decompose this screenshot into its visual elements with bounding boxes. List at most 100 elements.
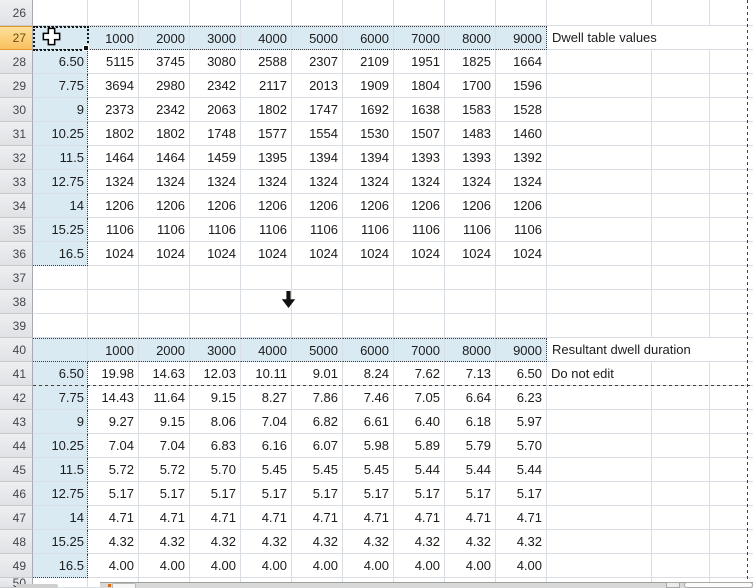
- cell[interactable]: [343, 290, 394, 314]
- cell[interactable]: 4.00: [343, 554, 394, 578]
- cell[interactable]: 1804: [394, 74, 445, 98]
- row-header-35[interactable]: 35: [0, 218, 33, 242]
- cell[interactable]: [33, 314, 88, 338]
- cell[interactable]: 1324: [241, 170, 292, 194]
- cell[interactable]: 1024: [343, 242, 394, 266]
- cell[interactable]: 6.40: [394, 410, 445, 434]
- cell[interactable]: 5.45: [292, 458, 343, 482]
- cell[interactable]: 1024: [496, 242, 547, 266]
- cell[interactable]: 1700: [445, 74, 496, 98]
- row-header-29[interactable]: 29: [0, 74, 33, 98]
- cell[interactable]: 4.32: [445, 530, 496, 554]
- table-caption[interactable]: Resultant dwell duration: [547, 338, 753, 362]
- cell[interactable]: 1528: [496, 98, 547, 122]
- cell[interactable]: 1909: [343, 74, 394, 98]
- cell[interactable]: 1106: [343, 218, 394, 242]
- column-header-cell[interactable]: 2000: [139, 338, 190, 362]
- cell[interactable]: 3694: [88, 74, 139, 98]
- cell[interactable]: [241, 0, 292, 26]
- cell[interactable]: [652, 290, 710, 314]
- cell[interactable]: 2109: [343, 50, 394, 74]
- column-header-cell[interactable]: 1000: [88, 26, 139, 50]
- cell[interactable]: 6.18: [445, 410, 496, 434]
- cell[interactable]: [710, 314, 753, 338]
- cell[interactable]: 4.32: [88, 530, 139, 554]
- cell[interactable]: [710, 194, 753, 218]
- cell[interactable]: 4.32: [139, 530, 190, 554]
- table-note[interactable]: [547, 506, 652, 530]
- cell[interactable]: 4.71: [496, 506, 547, 530]
- cell[interactable]: [496, 314, 547, 338]
- cell[interactable]: 1024: [190, 242, 241, 266]
- cell[interactable]: 5.17: [241, 482, 292, 506]
- cell[interactable]: 14.43: [88, 386, 139, 410]
- cell[interactable]: 2117: [241, 74, 292, 98]
- cell[interactable]: 1206: [343, 194, 394, 218]
- cell[interactable]: 1206: [292, 194, 343, 218]
- cell[interactable]: 5.17: [292, 482, 343, 506]
- row-header-43[interactable]: 43: [0, 410, 33, 434]
- column-header-cell[interactable]: 2000: [139, 26, 190, 50]
- column-header-cell[interactable]: 9000: [496, 338, 547, 362]
- cell[interactable]: 7.04: [139, 434, 190, 458]
- cell[interactable]: 5.17: [88, 482, 139, 506]
- cell[interactable]: 2013: [292, 74, 343, 98]
- cell[interactable]: [241, 266, 292, 290]
- cell[interactable]: 1324: [190, 170, 241, 194]
- cell[interactable]: 1802: [88, 122, 139, 146]
- cell[interactable]: 5.72: [88, 458, 139, 482]
- row-header-37[interactable]: 37: [0, 266, 33, 290]
- cell[interactable]: 2342: [190, 74, 241, 98]
- table-note[interactable]: [547, 242, 652, 266]
- row-label-cell[interactable]: 6.50: [33, 362, 88, 386]
- cell[interactable]: [652, 386, 710, 410]
- cell[interactable]: 1394: [343, 146, 394, 170]
- table-note[interactable]: [547, 434, 652, 458]
- cell[interactable]: 1664: [496, 50, 547, 74]
- row-header-40[interactable]: 40: [0, 338, 33, 362]
- cell[interactable]: 1106: [88, 218, 139, 242]
- cell[interactable]: 1206: [139, 194, 190, 218]
- cell[interactable]: [710, 122, 753, 146]
- cell[interactable]: 1459: [190, 146, 241, 170]
- cell[interactable]: 4.00: [292, 554, 343, 578]
- cell[interactable]: [190, 290, 241, 314]
- cell[interactable]: 19.98: [88, 362, 139, 386]
- cell[interactable]: 4.71: [190, 506, 241, 530]
- cell[interactable]: [88, 266, 139, 290]
- cell[interactable]: [652, 482, 710, 506]
- cell[interactable]: 1395: [241, 146, 292, 170]
- cell[interactable]: 1024: [241, 242, 292, 266]
- tab-scroll-stub[interactable]: [16, 584, 58, 588]
- cell[interactable]: [496, 266, 547, 290]
- cell[interactable]: 6.83: [190, 434, 241, 458]
- cell[interactable]: 8.06: [190, 410, 241, 434]
- cell[interactable]: 1464: [88, 146, 139, 170]
- cell[interactable]: [292, 314, 343, 338]
- cell[interactable]: 1464: [139, 146, 190, 170]
- cell[interactable]: [343, 314, 394, 338]
- cell[interactable]: [710, 290, 753, 314]
- column-header-cell[interactable]: 6000: [343, 338, 394, 362]
- cell[interactable]: [710, 386, 753, 410]
- cell[interactable]: 3080: [190, 50, 241, 74]
- row-header-39[interactable]: 39: [0, 314, 33, 338]
- cell[interactable]: [710, 482, 753, 506]
- cell[interactable]: 1392: [496, 146, 547, 170]
- cell[interactable]: 2342: [139, 98, 190, 122]
- cell[interactable]: 2373: [88, 98, 139, 122]
- cell[interactable]: 1394: [292, 146, 343, 170]
- cell[interactable]: 4.32: [241, 530, 292, 554]
- cell[interactable]: [33, 338, 88, 362]
- cell[interactable]: 5.89: [394, 434, 445, 458]
- cell[interactable]: [88, 314, 139, 338]
- cell[interactable]: [33, 0, 88, 26]
- cell[interactable]: [710, 410, 753, 434]
- cell[interactable]: [710, 530, 753, 554]
- cell[interactable]: 7.46: [343, 386, 394, 410]
- cell[interactable]: 1507: [394, 122, 445, 146]
- cell[interactable]: 5.17: [190, 482, 241, 506]
- cell[interactable]: [652, 554, 710, 578]
- table-note[interactable]: [547, 482, 652, 506]
- cell[interactable]: 5.44: [394, 458, 445, 482]
